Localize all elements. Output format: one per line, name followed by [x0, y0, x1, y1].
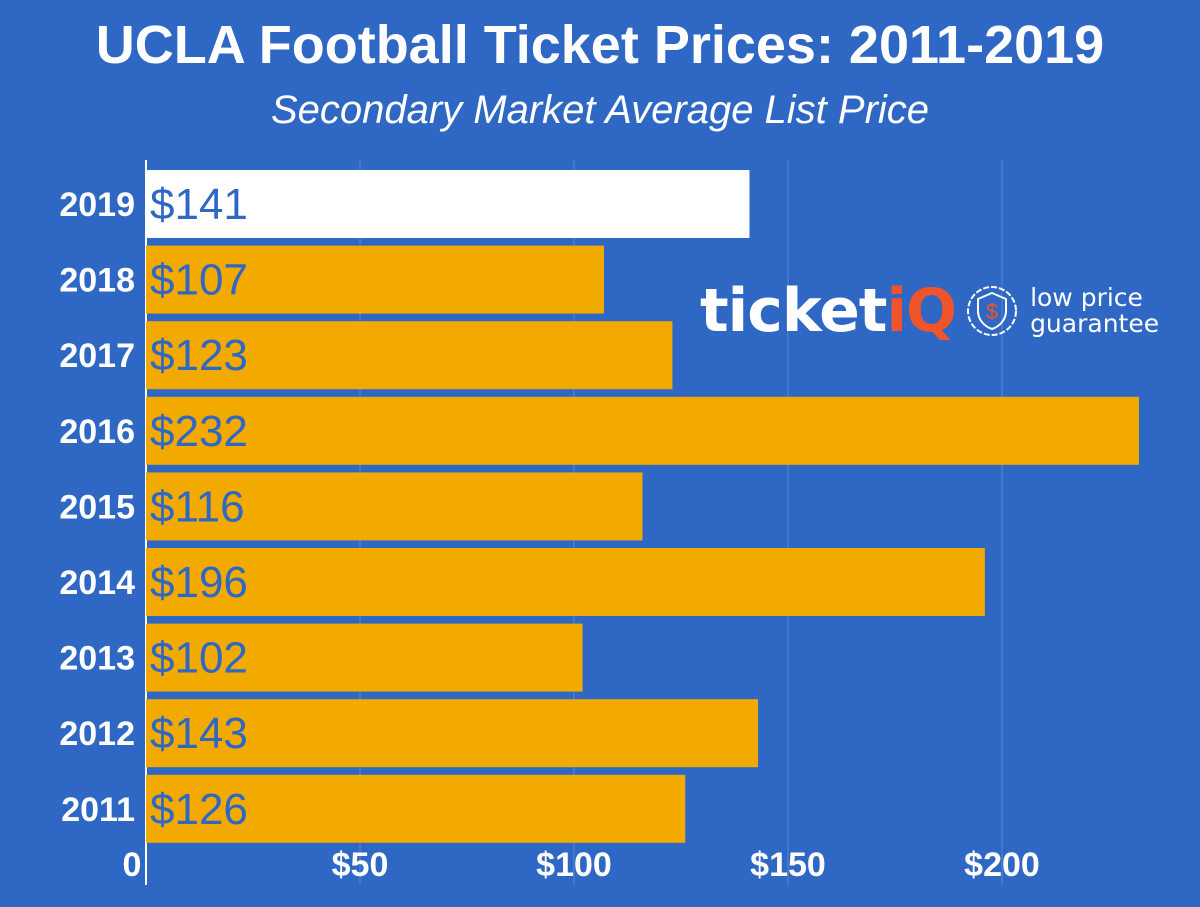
- data-label: $141: [150, 180, 248, 229]
- y-tick-label: 2019: [59, 186, 135, 224]
- bar-2018: [146, 245, 604, 314]
- x-tick-label: $200: [964, 846, 1040, 884]
- data-label: $232: [150, 407, 248, 456]
- data-label: $143: [150, 709, 248, 758]
- bar-2016: [146, 396, 1139, 465]
- y-tick-label: 2015: [59, 488, 135, 526]
- bar-2013: [146, 623, 583, 692]
- ticketiq-logo: ticketiQ $ low price guarantee: [700, 276, 1159, 346]
- bar-2014: [146, 548, 985, 616]
- data-label: $123: [150, 331, 248, 380]
- data-label: $126: [150, 785, 248, 834]
- x-tick-label: 0: [123, 846, 142, 884]
- data-label: $102: [150, 634, 248, 683]
- y-tick-label: 2013: [59, 640, 135, 678]
- data-label: $107: [150, 256, 248, 305]
- x-tick-label: $50: [332, 846, 389, 884]
- y-tick-label: 2012: [59, 715, 135, 753]
- data-label: $196: [150, 558, 248, 607]
- bar-2012: [146, 699, 759, 768]
- y-tick-label: 2016: [59, 413, 135, 451]
- chart-subtitle: Secondary Market Average List Price: [270, 88, 930, 132]
- x-tick-label: $100: [536, 846, 612, 884]
- data-label: $116: [150, 482, 245, 531]
- bar-2015: [146, 472, 643, 541]
- bar-2019: [146, 170, 750, 238]
- y-tick-label: 2014: [59, 564, 135, 602]
- x-tick-label: $150: [750, 846, 826, 884]
- chart-title: UCLA Football Ticket Prices: 2011-2019: [95, 15, 1105, 75]
- y-tick-label: 2018: [59, 262, 135, 300]
- logo-wordmark: ticketiQ: [700, 276, 957, 346]
- shield-dollar-icon: $: [967, 286, 1018, 336]
- y-tick-label: 2011: [61, 791, 135, 829]
- bar-2017: [146, 321, 673, 390]
- svg-text:$: $: [986, 299, 998, 324]
- y-tick-label: 2017: [59, 337, 135, 375]
- logo-tagline: low price guarantee: [1030, 283, 1160, 338]
- bar-2011: [146, 774, 686, 843]
